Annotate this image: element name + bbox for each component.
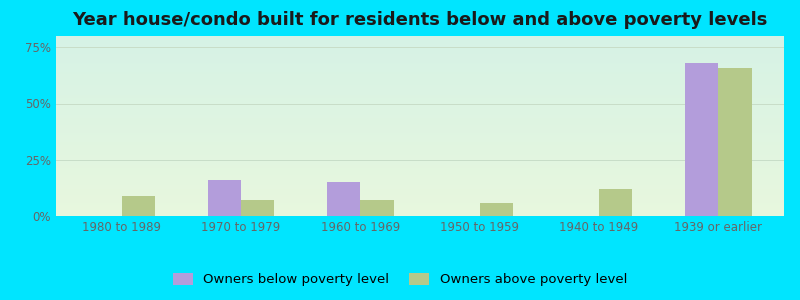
Bar bbox=[207, 180, 241, 216]
Bar bbox=[122, 196, 155, 216]
Legend: Owners below poverty level, Owners above poverty level: Owners below poverty level, Owners above… bbox=[169, 269, 631, 290]
Title: Year house/condo built for residents below and above poverty levels: Year house/condo built for residents bel… bbox=[72, 11, 768, 29]
Bar bbox=[599, 189, 633, 216]
Bar bbox=[327, 182, 360, 216]
Bar bbox=[685, 63, 718, 216]
Bar bbox=[360, 200, 394, 216]
Bar bbox=[241, 200, 274, 216]
Bar bbox=[718, 68, 752, 216]
Bar bbox=[480, 202, 513, 216]
